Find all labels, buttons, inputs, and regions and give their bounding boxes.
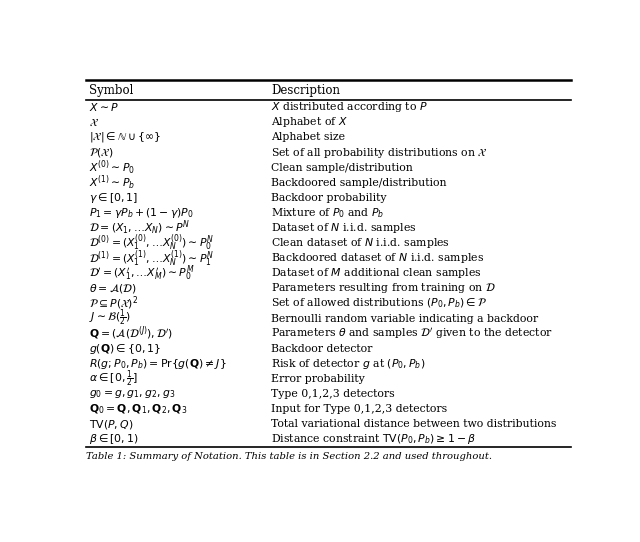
- Text: Backdoor detector: Backdoor detector: [271, 344, 372, 354]
- Text: Alphabet size: Alphabet size: [271, 132, 345, 143]
- Text: $|\mathcal{X}| \in \mathbb{N} \cup \{\infty\}$: $|\mathcal{X}| \in \mathbb{N} \cup \{\in…: [89, 131, 161, 144]
- Text: Set of all probability distributions on $\mathcal{X}$: Set of all probability distributions on …: [271, 145, 488, 159]
- Text: $\mathcal{D} = (X_1, \ldots X_N) \sim P^N$: $\mathcal{D} = (X_1, \ldots X_N) \sim P^…: [89, 219, 190, 237]
- Text: Clean sample/distribution: Clean sample/distribution: [271, 163, 413, 172]
- Text: Error probability: Error probability: [271, 374, 365, 384]
- Text: $X^{(0)} \sim P_0$: $X^{(0)} \sim P_0$: [89, 158, 135, 177]
- Text: $g_0 = g, g_1, g_2, g_3$: $g_0 = g, g_1, g_2, g_3$: [89, 388, 175, 400]
- Text: Dataset of $M$ additional clean samples: Dataset of $M$ additional clean samples: [271, 266, 482, 280]
- Text: $X^{(1)} \sim P_b$: $X^{(1)} \sim P_b$: [89, 173, 135, 192]
- Text: Backdoored dataset of $N$ i.i.d. samples: Backdoored dataset of $N$ i.i.d. samples: [271, 251, 484, 265]
- Text: $\mathrm{TV}(P, Q)$: $\mathrm{TV}(P, Q)$: [89, 418, 133, 431]
- Text: Backdoor probability: Backdoor probability: [271, 193, 387, 203]
- Text: Alphabet of $X$: Alphabet of $X$: [271, 115, 348, 130]
- Text: Input for Type 0,1,2,3 detectors: Input for Type 0,1,2,3 detectors: [271, 404, 447, 414]
- Text: $g(\mathbf{Q}) \in \{0, 1\}$: $g(\mathbf{Q}) \in \{0, 1\}$: [89, 342, 161, 356]
- Text: $X \sim P$: $X \sim P$: [89, 101, 119, 113]
- Text: $P_1 = \gamma P_b + (1 - \gamma) P_0$: $P_1 = \gamma P_b + (1 - \gamma) P_0$: [89, 206, 193, 220]
- Text: $\mathcal{D}' = (X_1', \ldots X_M') \sim P_0^M$: $\mathcal{D}' = (X_1', \ldots X_M') \sim…: [89, 263, 195, 283]
- Text: Table 1: Summary of Notation. This table is in Section 2.2 and used throughout.: Table 1: Summary of Notation. This table…: [86, 452, 492, 461]
- Text: Distance constraint $\mathrm{TV}(P_0, P_b) \geq 1 - \beta$: Distance constraint $\mathrm{TV}(P_0, P_…: [271, 433, 476, 447]
- Text: Parameters resulting from training on $\mathcal{D}$: Parameters resulting from training on $\…: [271, 281, 496, 295]
- Text: $\mathcal{D}^{(0)} = (X_1^{(0)}, \ldots X_N^{(0)}) \sim P_0^N$: $\mathcal{D}^{(0)} = (X_1^{(0)}, \ldots …: [89, 233, 214, 254]
- Text: $\mathbf{Q} = (\mathcal{A}(\mathcal{D}^{(J)}), \mathcal{D}')$: $\mathbf{Q} = (\mathcal{A}(\mathcal{D}^{…: [89, 325, 173, 343]
- Text: $\beta \in [0, 1)$: $\beta \in [0, 1)$: [89, 433, 138, 447]
- Text: Bernoulli random variable indicating a backdoor: Bernoulli random variable indicating a b…: [271, 314, 538, 324]
- Text: Description: Description: [271, 83, 340, 96]
- Text: Set of allowed distributions $(P_0, P_b) \in \mathcal{P}$: Set of allowed distributions $(P_0, P_b)…: [271, 296, 487, 310]
- Text: Mixture of $P_0$ and $P_b$: Mixture of $P_0$ and $P_b$: [271, 206, 384, 220]
- Text: Type 0,1,2,3 detectors: Type 0,1,2,3 detectors: [271, 389, 395, 399]
- Text: $\mathcal{P}(\mathcal{X})$: $\mathcal{P}(\mathcal{X})$: [89, 146, 113, 159]
- Text: $\alpha \in [0, \frac{1}{2}]$: $\alpha \in [0, \frac{1}{2}]$: [89, 368, 138, 390]
- Text: $X$ distributed according to $P$: $X$ distributed according to $P$: [271, 100, 428, 114]
- Text: Risk of detector $g$ at $(P_0, P_b)$: Risk of detector $g$ at $(P_0, P_b)$: [271, 357, 426, 371]
- Text: Dataset of $N$ i.i.d. samples: Dataset of $N$ i.i.d. samples: [271, 221, 417, 235]
- Text: $\mathcal{P} \subseteq P(\mathcal{X})^2$: $\mathcal{P} \subseteq P(\mathcal{X})^2$: [89, 295, 138, 312]
- Text: Symbol: Symbol: [89, 83, 133, 96]
- Text: $\mathcal{D}^{(1)} = (X_1^{(1)}, \ldots X_N^{(1)}) \sim P_1^N$: $\mathcal{D}^{(1)} = (X_1^{(1)}, \ldots …: [89, 248, 214, 269]
- Text: Clean dataset of $N$ i.i.d. samples: Clean dataset of $N$ i.i.d. samples: [271, 236, 450, 250]
- Text: $\mathbf{Q}_0 = \mathbf{Q}, \mathbf{Q}_1, \mathbf{Q}_2, \mathbf{Q}_3$: $\mathbf{Q}_0 = \mathbf{Q}, \mathbf{Q}_1…: [89, 402, 188, 416]
- Text: $\mathcal{X}$: $\mathcal{X}$: [89, 117, 99, 128]
- Text: $\gamma \in [0, 1]$: $\gamma \in [0, 1]$: [89, 191, 138, 205]
- Text: Parameters $\theta$ and samples $\mathcal{D}'$ given to the detector: Parameters $\theta$ and samples $\mathca…: [271, 326, 553, 341]
- Text: $\theta = \mathcal{A}(\mathcal{D})$: $\theta = \mathcal{A}(\mathcal{D})$: [89, 282, 136, 295]
- Text: Backdoored sample/distribution: Backdoored sample/distribution: [271, 178, 447, 188]
- Text: $R(g; P_0, P_b) = \mathrm{Pr}\{g(\mathbf{Q}) \neq J\}$: $R(g; P_0, P_b) = \mathrm{Pr}\{g(\mathbf…: [89, 357, 227, 371]
- Text: Total variational distance between two distributions: Total variational distance between two d…: [271, 420, 556, 429]
- Text: $J \sim \mathcal{B}(\frac{1}{2})$: $J \sim \mathcal{B}(\frac{1}{2})$: [89, 308, 131, 330]
